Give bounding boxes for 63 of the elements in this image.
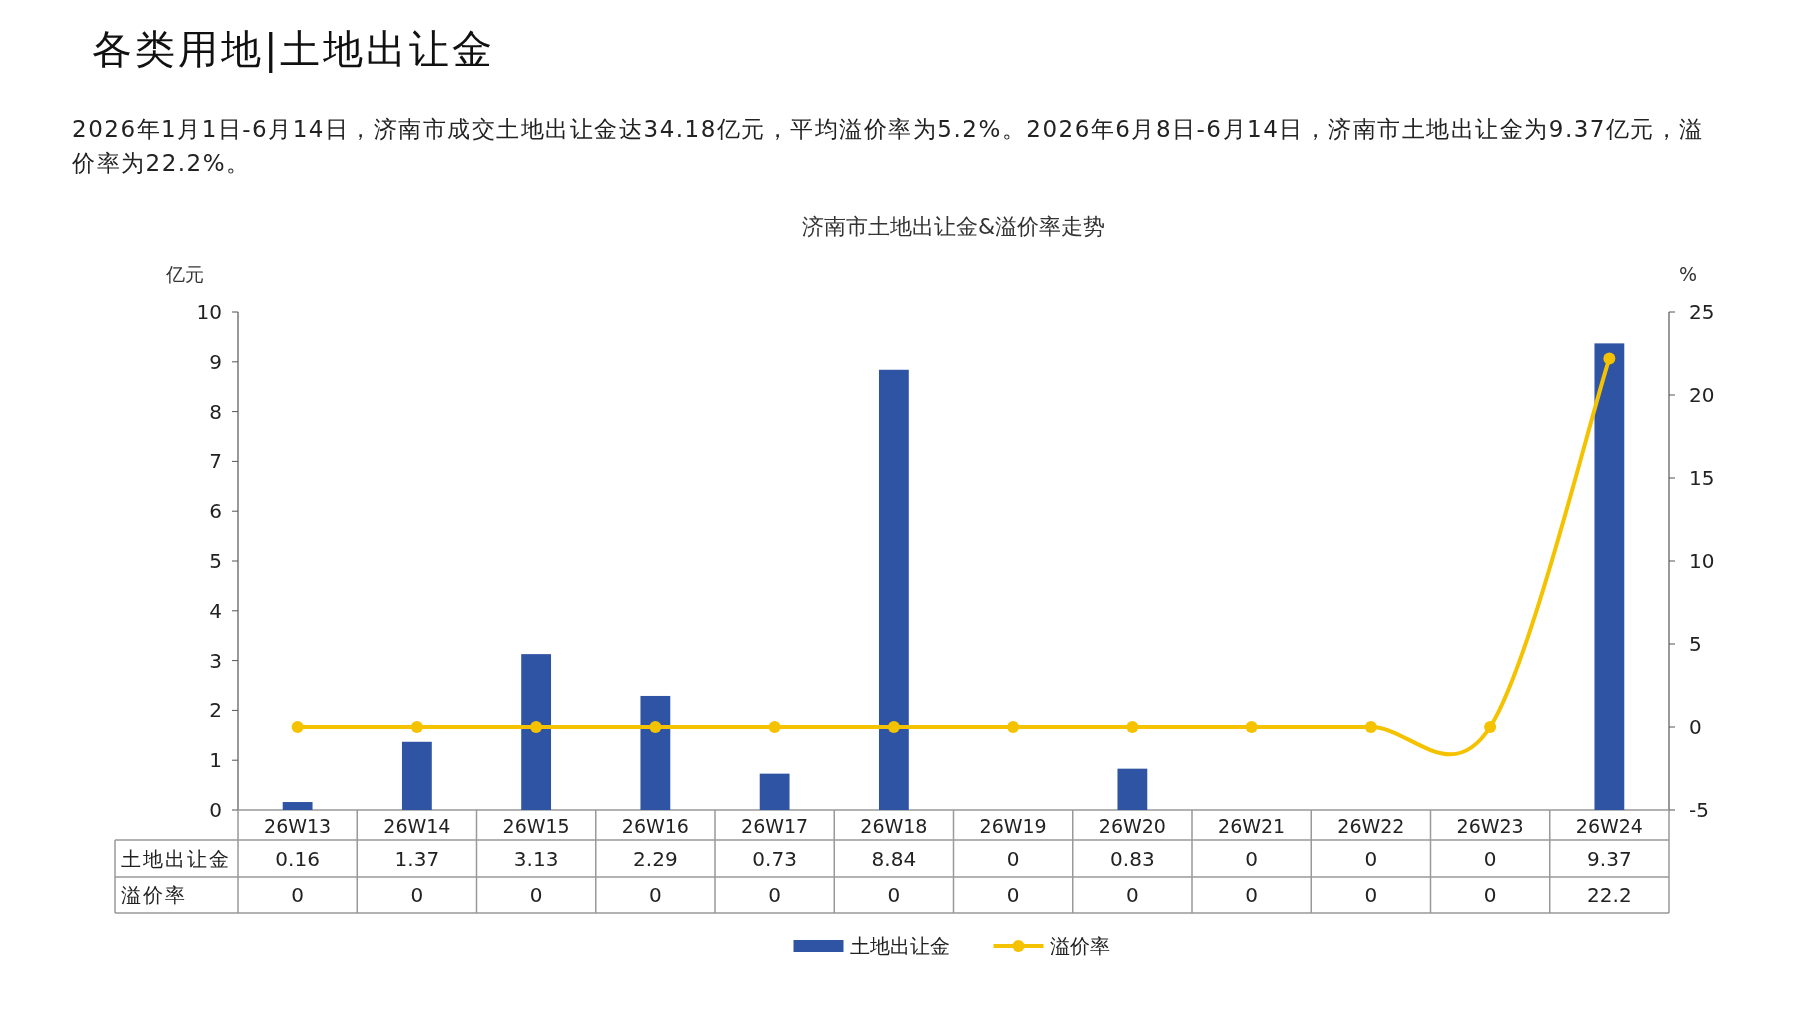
chart-title: 济南市土地出让金&溢价率走势 <box>801 214 1106 239</box>
y-tick-label: 9 <box>209 349 222 374</box>
y-tick-label: 10 <box>196 300 222 324</box>
x-tick-label: 26W18 <box>860 815 928 837</box>
data-label: 0 <box>1483 846 1497 871</box>
y-tick-label: 4 <box>209 598 222 623</box>
x-tick-label: 26W24 <box>1575 815 1643 837</box>
data-label: 3.13 <box>513 846 559 871</box>
data-label: 22.2 <box>1587 883 1632 907</box>
data-label: 0 <box>1126 883 1139 907</box>
x-tick-label: 26W23 <box>1456 815 1524 837</box>
y-tick-label: 7 <box>209 449 222 474</box>
data-label: 8.84 <box>871 846 917 871</box>
data-label: 0.16 <box>275 846 320 871</box>
y-tick-label: 5 <box>209 549 222 573</box>
y-tick-label: 2 <box>209 698 222 723</box>
data-label: 0 <box>1364 883 1378 907</box>
text: 2026年1月1日-6月14日，济南市成交土地出让金达34.18亿元，平均溢价率为5.2%。2026年6月8日-6月14日，济南市土地出让金为9.37亿元，溢价率为22.2%。 <box>72 115 1705 178</box>
data-label: 2.29 <box>633 846 678 871</box>
x-tick-label: 26W15 <box>502 815 570 837</box>
y2-tick-label: 15 <box>1689 466 1715 490</box>
data-label: 0 <box>1006 883 1020 907</box>
data-label: 0 <box>1364 846 1378 871</box>
y2-tick-label: 0 <box>1689 715 1702 739</box>
x-tick-label: 26W16 <box>621 815 689 837</box>
y-tick-label: 3 <box>209 648 222 673</box>
data-label: 0 <box>768 883 781 907</box>
data-label: 0 <box>887 883 901 907</box>
data-label: 9.37 <box>1587 846 1632 871</box>
y-tick-label: 1 <box>209 748 222 773</box>
x-tick-label: 26W19 <box>979 815 1047 837</box>
data-label: 0 <box>529 883 543 907</box>
y2-tick-label: 20 <box>1689 383 1715 407</box>
x-tick-label: 26W21 <box>1218 815 1286 837</box>
y2-tick-label: 5 <box>1689 632 1702 656</box>
y-tick-label: 0 <box>209 798 222 822</box>
legend-label: 溢价率 <box>1049 934 1110 958</box>
data-label: 0.73 <box>752 846 797 871</box>
x-tick-label: 26W13 <box>264 815 332 837</box>
data-label: 0 <box>1483 883 1497 907</box>
y-tick-label: 6 <box>209 499 222 524</box>
data-label: 0 <box>410 883 424 907</box>
data-label: 0 <box>649 883 662 907</box>
text: 溢价率 <box>121 883 187 907</box>
y-tick-label: 8 <box>209 399 222 424</box>
x-tick-label: 26W17 <box>741 815 809 837</box>
data-label: 0 <box>291 883 304 907</box>
data-label: 0.83 <box>1110 846 1155 871</box>
data-label: 0 <box>1245 883 1258 907</box>
y2-tick-label: 25 <box>1689 300 1715 324</box>
y-axis-title: 亿元 <box>165 263 204 285</box>
text: 各类用地|土地出让金 <box>92 25 496 75</box>
data-label: 0 <box>1006 846 1020 871</box>
y2-tick-label: -5 <box>1689 798 1709 822</box>
y2-axis-title: % <box>1678 263 1698 285</box>
x-tick-label: 26W14 <box>383 815 451 837</box>
text: 土地出让金 <box>121 846 231 871</box>
x-tick-label: 26W20 <box>1098 815 1166 837</box>
x-tick-label: 26W22 <box>1337 815 1405 837</box>
data-label: 0 <box>1245 846 1258 871</box>
data-label: 1.37 <box>394 846 440 871</box>
y2-tick-label: 10 <box>1689 549 1715 573</box>
legend-label: 土地出让金 <box>849 934 950 958</box>
